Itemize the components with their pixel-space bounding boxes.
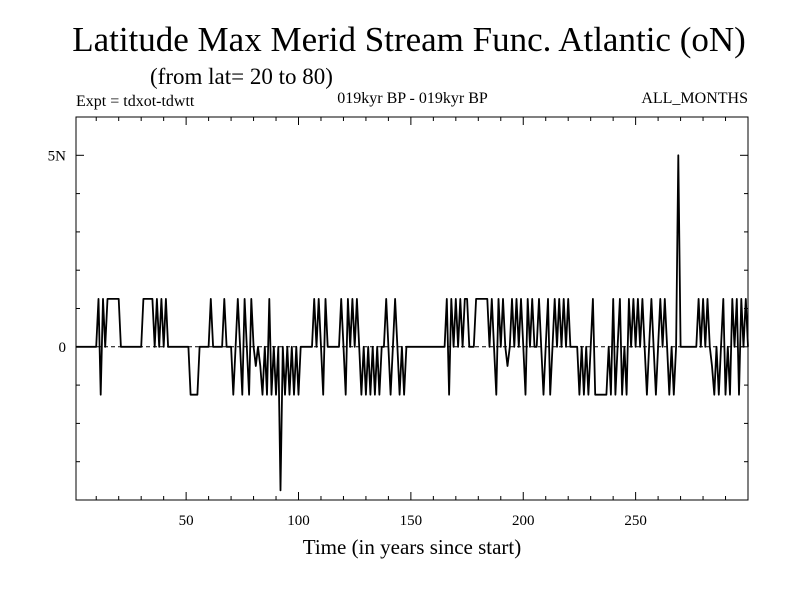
y-tick-label: 0 [59,340,67,356]
experiment-label: Expt = tdxot-tdwtt [76,93,195,110]
axis-ticks: 50 100 150 200 250 0 5N [48,116,749,529]
plot-frame [75,116,749,501]
x-tick-label: 150 [400,513,423,529]
x-axis-label: Time (in years since start) [302,535,522,559]
chart-subtitle: (from lat= 20 to 80) [150,64,333,89]
series-group [76,154,749,492]
x-tick-label: 200 [512,513,535,529]
period-label: 019kyr BP - 019kyr BP [337,90,488,107]
x-tick-label: 100 [287,513,310,529]
series-line [76,154,749,492]
months-label: ALL_MONTHS [641,90,748,107]
y-tick-label: 5N [48,148,67,164]
chart-title: Latitude Max Merid Stream Func. Atlantic… [72,20,746,59]
x-tick-label: 50 [179,513,194,529]
x-tick-label: 250 [624,513,647,529]
